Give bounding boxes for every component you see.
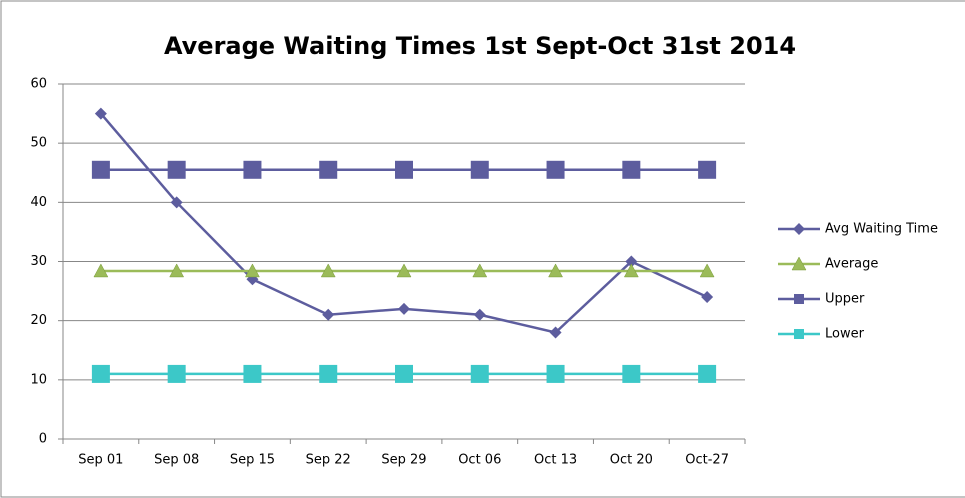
point — [701, 291, 714, 303]
point — [322, 308, 335, 321]
point — [94, 107, 107, 120]
point — [398, 302, 410, 315]
point — [167, 160, 186, 179]
legend-marker — [794, 329, 804, 339]
point — [245, 263, 260, 278]
point — [623, 263, 639, 278]
point — [472, 263, 488, 278]
point — [243, 364, 262, 383]
legend-marker — [791, 256, 807, 271]
point — [93, 263, 109, 278]
y-tick-label: 10 — [30, 372, 47, 387]
point — [320, 263, 336, 278]
point — [622, 364, 641, 383]
y-tick-label: 0 — [39, 432, 47, 447]
point — [699, 263, 715, 278]
x-tick-label: Sep 08 — [154, 453, 199, 468]
point — [396, 263, 412, 278]
x-tick-label: Sep 29 — [381, 453, 426, 468]
point — [698, 364, 717, 383]
legend-label: Lower — [825, 327, 865, 342]
point — [546, 364, 565, 383]
x-tick-label: Sep 01 — [78, 453, 123, 468]
point — [395, 364, 413, 383]
point — [622, 160, 641, 179]
legend-label: Upper — [825, 292, 865, 307]
point — [549, 326, 562, 339]
point — [167, 364, 186, 383]
x-tick-label: Oct 13 — [534, 453, 577, 468]
y-tick-label: 20 — [30, 313, 47, 328]
point — [546, 160, 565, 179]
point — [243, 160, 262, 179]
x-tick-label: Oct 20 — [610, 453, 653, 468]
x-tick-label: Oct 06 — [458, 453, 501, 468]
x-tick-label: Sep 15 — [230, 453, 275, 468]
legend-marker — [793, 223, 805, 235]
point — [625, 255, 638, 268]
legend-label: Avg Waiting Time — [825, 222, 938, 237]
point — [548, 263, 563, 278]
point — [473, 308, 486, 321]
y-tick-label: 30 — [30, 254, 47, 269]
legend-label: Average — [825, 257, 878, 272]
point — [169, 263, 185, 278]
y-tick-label: 40 — [30, 195, 47, 210]
point — [470, 160, 489, 179]
point — [91, 160, 110, 179]
legend-marker — [794, 294, 804, 304]
point — [91, 364, 110, 383]
x-tick-label: Sep 22 — [306, 453, 351, 468]
point — [698, 160, 717, 179]
point — [319, 160, 338, 179]
y-tick-label: 60 — [30, 77, 47, 92]
x-tick-label: Oct-27 — [685, 453, 729, 468]
point — [395, 160, 413, 179]
y-tick-label: 50 — [30, 136, 47, 151]
point — [319, 364, 338, 383]
point — [170, 196, 183, 209]
point — [470, 364, 489, 383]
chart-title: Average Waiting Times 1st Sept-Oct 31st … — [164, 32, 796, 60]
